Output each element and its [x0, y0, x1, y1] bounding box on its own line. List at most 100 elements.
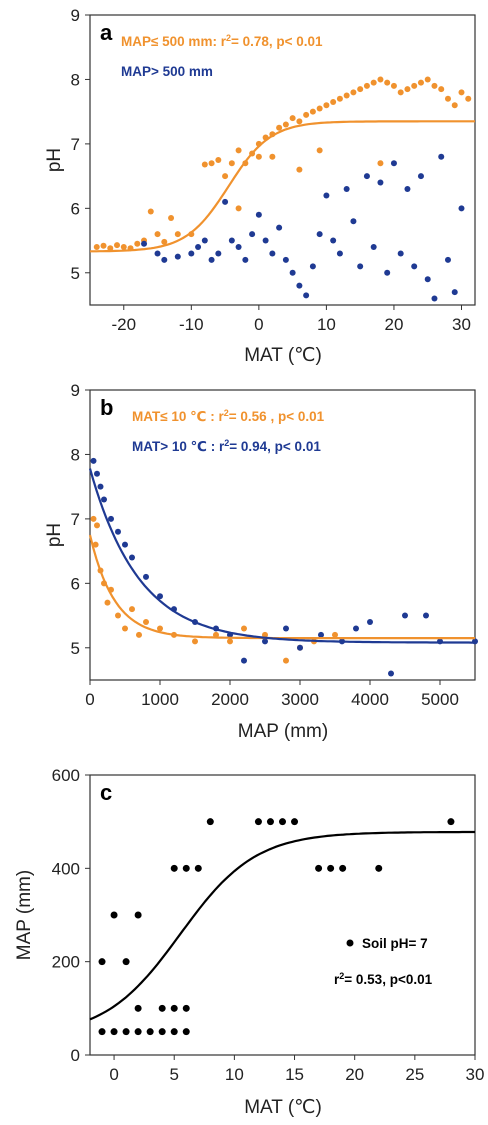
data-point — [451, 289, 458, 296]
data-point — [316, 231, 323, 238]
data-point — [296, 166, 303, 173]
data-point — [206, 818, 214, 826]
data-point — [90, 515, 97, 522]
x-tick-label: 30 — [452, 315, 471, 334]
x-tick-label: 5 — [169, 1065, 178, 1084]
y-tick-label: 200 — [52, 953, 80, 972]
data-point — [249, 231, 256, 238]
data-point — [458, 89, 465, 96]
data-point — [241, 657, 247, 664]
data-point — [377, 179, 384, 186]
data-point — [201, 161, 208, 168]
data-point — [289, 115, 296, 122]
panel-a-chart: -20 -10 0 10 20 30 5 6 7 8 9 a MAP≤ 500 mm: r2= 0.… — [44, 6, 476, 366]
x-tick-label: 0 — [254, 315, 263, 334]
x-tick-label: 1000 — [141, 690, 179, 709]
panel-a-orange-legend: MAP≤ 500 mm: r2= 0.78, p< 0.01 — [121, 33, 323, 49]
data-point — [353, 625, 359, 632]
data-point — [158, 1028, 166, 1036]
x-tick-label: 30 — [466, 1065, 485, 1084]
data-point — [146, 1028, 154, 1036]
data-point — [438, 153, 445, 160]
data-point — [208, 256, 215, 263]
data-point — [215, 157, 222, 163]
data-point — [330, 237, 337, 244]
data-point — [375, 864, 383, 872]
data-point — [363, 173, 370, 180]
data-point — [115, 612, 121, 619]
data-point — [235, 147, 242, 154]
x-tick-label: 2000 — [211, 690, 249, 709]
panel-b-ticks: 0 1000 2000 3000 4000 5000 5 6 7 8 9 — [71, 381, 459, 709]
data-point — [134, 1028, 142, 1036]
data-point — [363, 82, 370, 89]
data-point — [323, 192, 330, 199]
data-point — [92, 541, 99, 548]
data-point — [120, 244, 127, 250]
data-point — [97, 483, 104, 490]
data-point — [451, 102, 458, 109]
data-point — [94, 470, 100, 477]
data-point — [262, 237, 269, 244]
y-tick-label: 600 — [52, 766, 80, 785]
data-point — [279, 818, 286, 826]
data-point — [266, 818, 274, 826]
data-point — [168, 215, 175, 221]
data-point — [350, 218, 357, 225]
panel-c-stat-text: r2= 0.53, p<0.01 — [334, 971, 433, 987]
data-point — [330, 99, 337, 105]
data-point — [336, 95, 343, 102]
data-point — [182, 1004, 190, 1012]
x-tick-label: 15 — [285, 1065, 304, 1084]
data-point — [241, 625, 247, 632]
data-point — [122, 541, 128, 548]
data-point — [222, 173, 229, 180]
data-point — [303, 111, 310, 118]
data-point — [276, 224, 283, 231]
x-tick-label: 10 — [317, 315, 336, 334]
data-point — [438, 86, 445, 93]
data-point — [397, 89, 404, 96]
panel-b-ylabel: pH — [44, 523, 65, 547]
data-point — [215, 250, 222, 257]
x-tick-label: 10 — [225, 1065, 244, 1084]
data-point — [309, 263, 316, 270]
panel-c-chart: 0 5 10 15 20 25 30 0 200 400 600 c Soil pH= 7 r2= … — [14, 766, 484, 1118]
y-tick-label: 5 — [71, 264, 80, 283]
data-point — [101, 496, 107, 503]
data-point — [170, 864, 178, 872]
data-point — [154, 250, 161, 257]
data-point — [350, 89, 357, 96]
data-point — [404, 86, 411, 93]
panel-b-plot-area — [89, 389, 476, 681]
data-point — [339, 864, 347, 872]
data-point — [309, 108, 316, 115]
data-point — [194, 864, 202, 872]
data-point — [154, 231, 161, 238]
data-point — [276, 124, 283, 131]
data-point — [417, 79, 424, 86]
data-point — [174, 253, 181, 260]
panel-a-blue-legend: MAP> 500 mm — [121, 64, 213, 79]
data-point — [134, 1004, 142, 1012]
panel-b-xlabel: MAP (mm) — [238, 721, 328, 742]
data-point — [122, 1028, 130, 1036]
data-point — [157, 625, 163, 632]
x-tick-label: -10 — [179, 315, 204, 334]
data-point — [377, 160, 384, 167]
data-point — [336, 250, 343, 257]
data-point — [296, 282, 303, 289]
panel-b-blue-fit-curve — [88, 468, 475, 644]
data-point — [444, 256, 451, 263]
panel-a-ticks: -20 -10 0 10 20 30 5 6 7 8 9 — [71, 6, 471, 334]
data-point — [316, 147, 323, 154]
data-point — [228, 237, 235, 244]
data-point — [323, 102, 330, 109]
y-tick-label: 6 — [71, 574, 80, 593]
data-point — [465, 95, 472, 102]
data-point — [296, 118, 303, 125]
data-point — [390, 82, 397, 89]
data-point — [254, 818, 262, 826]
y-tick-label: 0 — [71, 1046, 80, 1065]
data-point — [228, 160, 235, 167]
